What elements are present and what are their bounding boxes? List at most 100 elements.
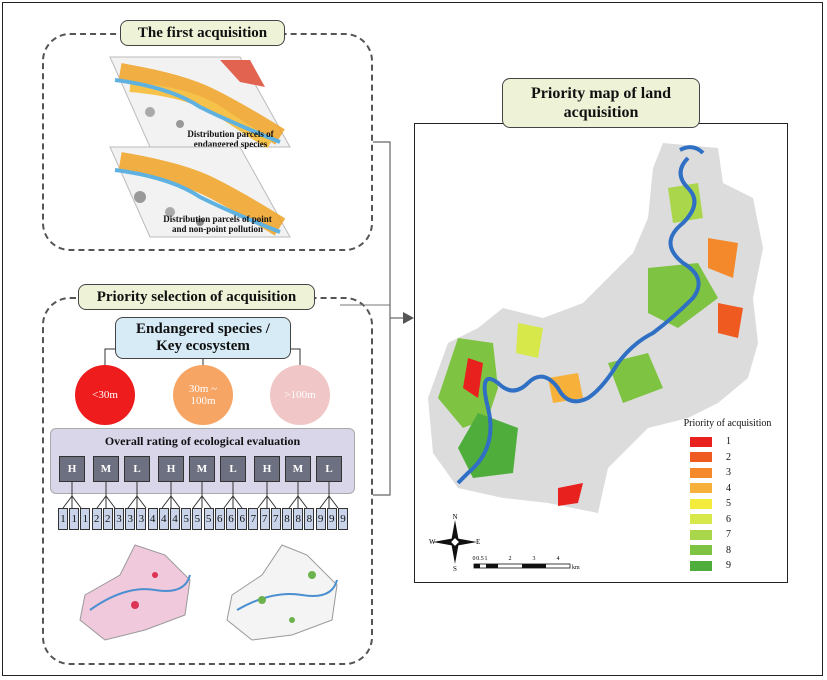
rating-level-box: H: [254, 456, 280, 482]
legend-item: 3: [690, 467, 731, 478]
legend-label: 4: [726, 482, 731, 494]
priority-number-cell: 7: [248, 508, 259, 530]
priority-number-cell: 3: [136, 508, 147, 530]
priority-number-cell: 1: [58, 508, 68, 530]
river-map-green: [226, 544, 338, 641]
legend-item: 7: [690, 529, 731, 540]
scale-label: 4: [557, 556, 560, 562]
connector-line: [297, 495, 308, 509]
priority-number-cell: 7: [270, 508, 281, 530]
priority-number-cell: 7: [259, 508, 270, 530]
legend-title: Priority of acquisition: [683, 418, 772, 429]
rating-level-box: L: [316, 456, 342, 482]
rating-level-box: M: [189, 456, 215, 482]
connector-line: [201, 495, 212, 509]
scale-unit: km: [572, 565, 580, 571]
priority-selection-title: Priority selection of acquisition: [78, 284, 315, 310]
legend-label: 5: [726, 498, 731, 509]
legend-swatch: [690, 467, 712, 478]
priority-number-cell: 9: [315, 508, 326, 530]
connector-line: [319, 495, 330, 509]
rating-level-box: M: [285, 456, 311, 482]
rating-level-box: L: [220, 456, 246, 482]
connector-line: [161, 495, 172, 509]
circle-over-100m: >100m: [270, 365, 330, 425]
priority-number-cell: 9: [338, 508, 348, 530]
scale-label: 3: [533, 556, 536, 562]
priority-number-cell: 4: [147, 508, 158, 530]
priority-map: [428, 143, 763, 513]
scale-label: 0.5: [476, 556, 484, 562]
priority-map-title: Priority map of land acquisition: [502, 78, 700, 128]
legend-swatch: [690, 452, 712, 462]
legend-swatch: [690, 436, 712, 447]
legend-label: 6: [726, 513, 731, 525]
legend-label: 3: [726, 467, 731, 478]
circle-30-100m: 30m ~ 100m: [173, 365, 233, 425]
rating-level-box: H: [59, 456, 85, 482]
legend-item: 1: [690, 436, 731, 447]
map1-caption: Distribution parcels of endangered specie…: [187, 129, 274, 149]
species-box: Endangered species / Key ecosystem: [115, 317, 291, 359]
priority-number-cell: 6: [226, 508, 236, 530]
compass-w-label: W: [429, 538, 436, 546]
connector-line: [192, 495, 203, 509]
rating-title: Overall rating of ecological evaluation: [104, 434, 301, 448]
priority-number-cell: 8: [282, 508, 292, 530]
connector-line: [288, 495, 299, 509]
legend-item: 2: [690, 452, 731, 463]
connector-line: [96, 495, 107, 509]
connector-line: [232, 495, 243, 509]
compass-s-label: S: [453, 565, 457, 572]
legend-swatch: [690, 498, 712, 509]
scale-bar: 0 0.5 1 2 3 4 km: [473, 556, 581, 571]
priority-number-cell: 2: [102, 508, 113, 530]
legend-item: 4: [690, 483, 731, 494]
scale-label: 0: [473, 556, 476, 562]
connector-line: [223, 495, 234, 509]
priority-number-cell: 8: [304, 508, 315, 530]
priority-number-cell: 4: [170, 508, 180, 530]
connector-line: [127, 495, 138, 509]
priority-number-cell: 3: [125, 508, 136, 530]
connector-line: [266, 495, 277, 509]
connector-line: [257, 495, 268, 509]
legend-item: 5: [690, 498, 731, 509]
priority-number-cell: 6: [214, 508, 225, 530]
legend-item: 6: [690, 514, 731, 525]
rating-level-box: M: [93, 456, 119, 482]
legend-swatch: [690, 514, 712, 524]
legend-label: 1: [726, 436, 731, 447]
river-map-pink: [79, 544, 191, 641]
priority-number-cell: 9: [326, 508, 337, 530]
compass-e-label: E: [476, 538, 480, 546]
connector-line: [170, 495, 181, 509]
pollution-map: [109, 146, 291, 238]
connector-line: [136, 495, 147, 509]
endangered-species-map: [109, 56, 291, 149]
legend-label: 2: [726, 451, 731, 463]
legend-label: 9: [726, 560, 731, 571]
priority-number-cell: 3: [114, 508, 124, 530]
priority-number-cell: 4: [158, 508, 169, 530]
connector-line: [62, 495, 73, 509]
compass-n-label: N: [452, 513, 457, 521]
priority-number-cell: 6: [237, 508, 248, 530]
priority-number-cell: 2: [91, 508, 102, 530]
legend-swatch: [690, 529, 712, 540]
rating-level-box: H: [158, 456, 184, 482]
legend-swatch: [690, 483, 712, 493]
legend-item: 8: [690, 545, 731, 556]
connector-line: [71, 495, 82, 509]
priority-number-cell: 1: [80, 508, 91, 530]
first-acquisition-title: The first acquisition: [120, 20, 285, 46]
priority-number-cell: 1: [69, 508, 80, 530]
scale-label: 2: [509, 556, 512, 562]
connector-line: [328, 495, 339, 509]
legend-label: 8: [726, 544, 731, 556]
connector-line: [105, 495, 116, 509]
legend-swatch: [690, 545, 712, 555]
